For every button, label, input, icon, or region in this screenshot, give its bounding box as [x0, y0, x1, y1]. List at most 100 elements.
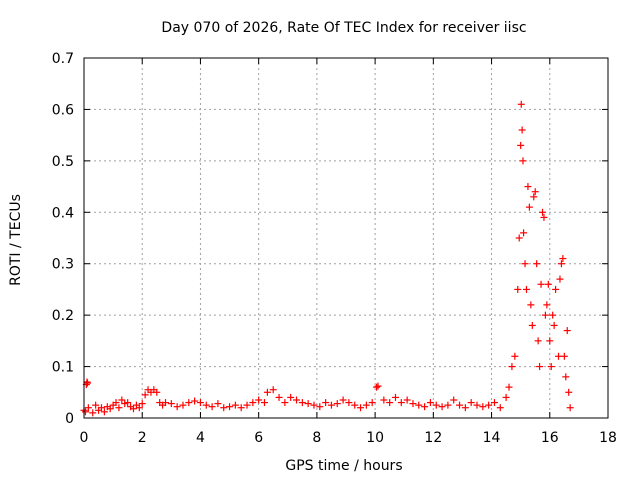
- data-point: [518, 126, 526, 134]
- data-point: [322, 399, 330, 407]
- data-point: [333, 400, 341, 408]
- data-point: [409, 400, 417, 408]
- data-point: [403, 396, 411, 404]
- data-point: [517, 141, 525, 149]
- data-point: [450, 396, 458, 404]
- data-point: [374, 382, 382, 390]
- data-point: [415, 401, 423, 409]
- data-point: [519, 157, 527, 165]
- data-point: [185, 399, 193, 407]
- data-point: [541, 311, 549, 319]
- data-point: [528, 321, 536, 329]
- data-point: [97, 404, 105, 412]
- chart-title: Day 070 of 2026, Rate Of TEC Index for r…: [161, 20, 526, 36]
- data-point: [543, 301, 551, 309]
- data-point: [92, 401, 100, 409]
- x-tick-label: 12: [424, 430, 442, 446]
- data-point: [505, 383, 513, 391]
- x-tick-label: 6: [254, 430, 263, 446]
- data-point: [100, 408, 108, 416]
- data-point: [524, 183, 532, 191]
- data-point: [426, 399, 434, 407]
- x-tick-label: 4: [196, 430, 205, 446]
- data-point: [327, 401, 335, 409]
- data-point: [536, 363, 544, 371]
- data-point: [537, 280, 545, 288]
- data-point: [527, 301, 535, 309]
- data-point: [237, 404, 245, 412]
- data-point: [559, 255, 567, 263]
- data-point: [539, 208, 546, 216]
- data-point: [544, 280, 552, 288]
- data-point: [525, 203, 533, 211]
- data-point: [496, 404, 504, 412]
- data-point: [391, 393, 399, 401]
- y-axis-label: ROTI / TECUs: [8, 194, 24, 286]
- data-point: [563, 327, 571, 335]
- data-point: [560, 352, 568, 360]
- y-tick-label: 0.4: [52, 205, 74, 221]
- data-point: [515, 234, 523, 242]
- data-point: [397, 399, 405, 407]
- data-point: [260, 399, 268, 407]
- data-point: [281, 399, 289, 407]
- data-point: [316, 403, 324, 411]
- data-point: [549, 311, 557, 319]
- data-point: [255, 396, 263, 404]
- data-point: [552, 285, 560, 293]
- data-point: [191, 397, 199, 405]
- axis-ticks: 0 2 4 6 8 10 12 14 16 18 0 0.1 0.2 0.3 0.4 0.5 0.6 0.7: [52, 51, 617, 446]
- data-point: [521, 260, 529, 268]
- data-point: [508, 363, 516, 371]
- data-point: [514, 285, 522, 293]
- y-tick-label: 0.6: [52, 102, 74, 118]
- data-point: [226, 403, 234, 411]
- data-point: [135, 404, 143, 412]
- data-point: [287, 393, 295, 401]
- data-point: [141, 391, 149, 399]
- data-point: [339, 396, 347, 404]
- data-point: [112, 399, 120, 407]
- data-point: [373, 383, 381, 391]
- data-point: [461, 404, 469, 412]
- data-point: [534, 337, 542, 345]
- data-point: [89, 409, 97, 417]
- x-axis-label: GPS time / hours: [285, 458, 402, 474]
- data-point: [362, 401, 370, 409]
- data-point: [153, 388, 161, 396]
- data-point: [83, 379, 91, 387]
- data-point: [208, 403, 216, 411]
- data-point: [530, 193, 538, 201]
- data-point: [556, 275, 564, 283]
- y-tick-label: 0.3: [52, 257, 74, 273]
- data-point: [298, 399, 306, 407]
- data-point: [386, 399, 394, 407]
- data-point: [432, 401, 440, 409]
- x-tick-label: 16: [541, 430, 559, 446]
- data-point: [310, 401, 318, 409]
- data-point: [81, 408, 89, 416]
- data-point: [196, 399, 204, 407]
- data-point: [167, 400, 175, 408]
- data-point: [106, 405, 114, 413]
- data-point: [138, 400, 146, 408]
- data-point: [380, 396, 388, 404]
- plot-frame: [83, 57, 609, 419]
- y-tick-label: 0.5: [52, 154, 74, 170]
- data-point: [351, 401, 359, 409]
- data-point: [243, 401, 251, 409]
- data-point: [557, 260, 565, 268]
- data-point: [263, 388, 271, 396]
- data-point: [345, 399, 353, 407]
- data-point: [421, 403, 429, 411]
- data-point: [357, 404, 365, 412]
- data-point: [214, 400, 222, 408]
- data-point: [124, 399, 132, 407]
- y-tick-label: 0.7: [52, 51, 74, 67]
- data-point: [485, 401, 493, 409]
- data-point: [517, 100, 525, 108]
- data-point: [566, 404, 574, 412]
- data-point: [275, 393, 283, 401]
